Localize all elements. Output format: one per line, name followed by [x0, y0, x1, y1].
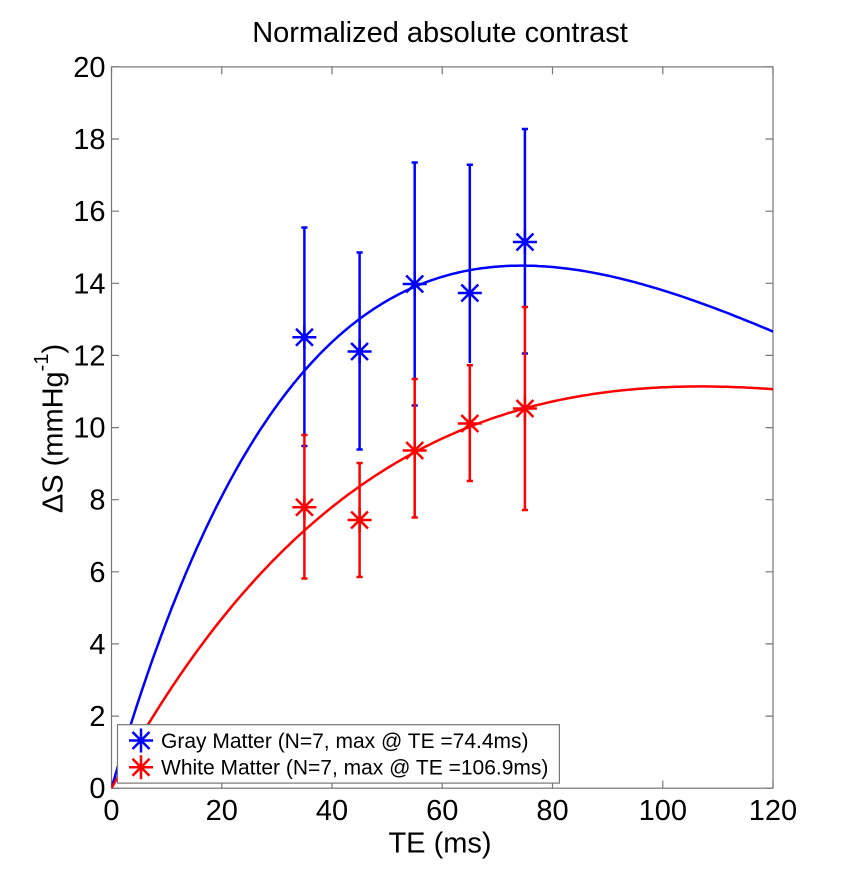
svg-text:Gray Matter (N=7, max @ TE =74: Gray Matter (N=7, max @ TE =74.4ms): [161, 730, 529, 753]
svg-text:20: 20: [206, 795, 238, 827]
svg-text:10: 10: [73, 413, 105, 445]
svg-text:Normalized absolute contrast: Normalized absolute contrast: [252, 17, 628, 49]
svg-text:14: 14: [73, 268, 105, 300]
svg-text:60: 60: [426, 795, 458, 827]
svg-text:0: 0: [89, 773, 105, 805]
svg-text:2: 2: [89, 701, 105, 733]
svg-text:20: 20: [73, 52, 105, 84]
svg-text:8: 8: [89, 485, 105, 517]
svg-text:120: 120: [749, 795, 797, 827]
svg-text:16: 16: [73, 196, 105, 228]
svg-text:6: 6: [89, 557, 105, 589]
svg-text:0: 0: [103, 795, 119, 827]
svg-text:18: 18: [73, 124, 105, 156]
svg-text:White Matter (N=7, max @ TE =1: White Matter (N=7, max @ TE =106.9ms): [161, 757, 548, 780]
svg-text:100: 100: [639, 795, 687, 827]
svg-text:TE (ms): TE (ms): [388, 828, 491, 860]
svg-text:ΔS (mmHg-1): ΔS (mmHg-1): [31, 344, 70, 513]
svg-text:4: 4: [89, 629, 105, 661]
svg-text:80: 80: [536, 795, 568, 827]
svg-text:40: 40: [316, 795, 348, 827]
svg-text:12: 12: [73, 340, 105, 372]
